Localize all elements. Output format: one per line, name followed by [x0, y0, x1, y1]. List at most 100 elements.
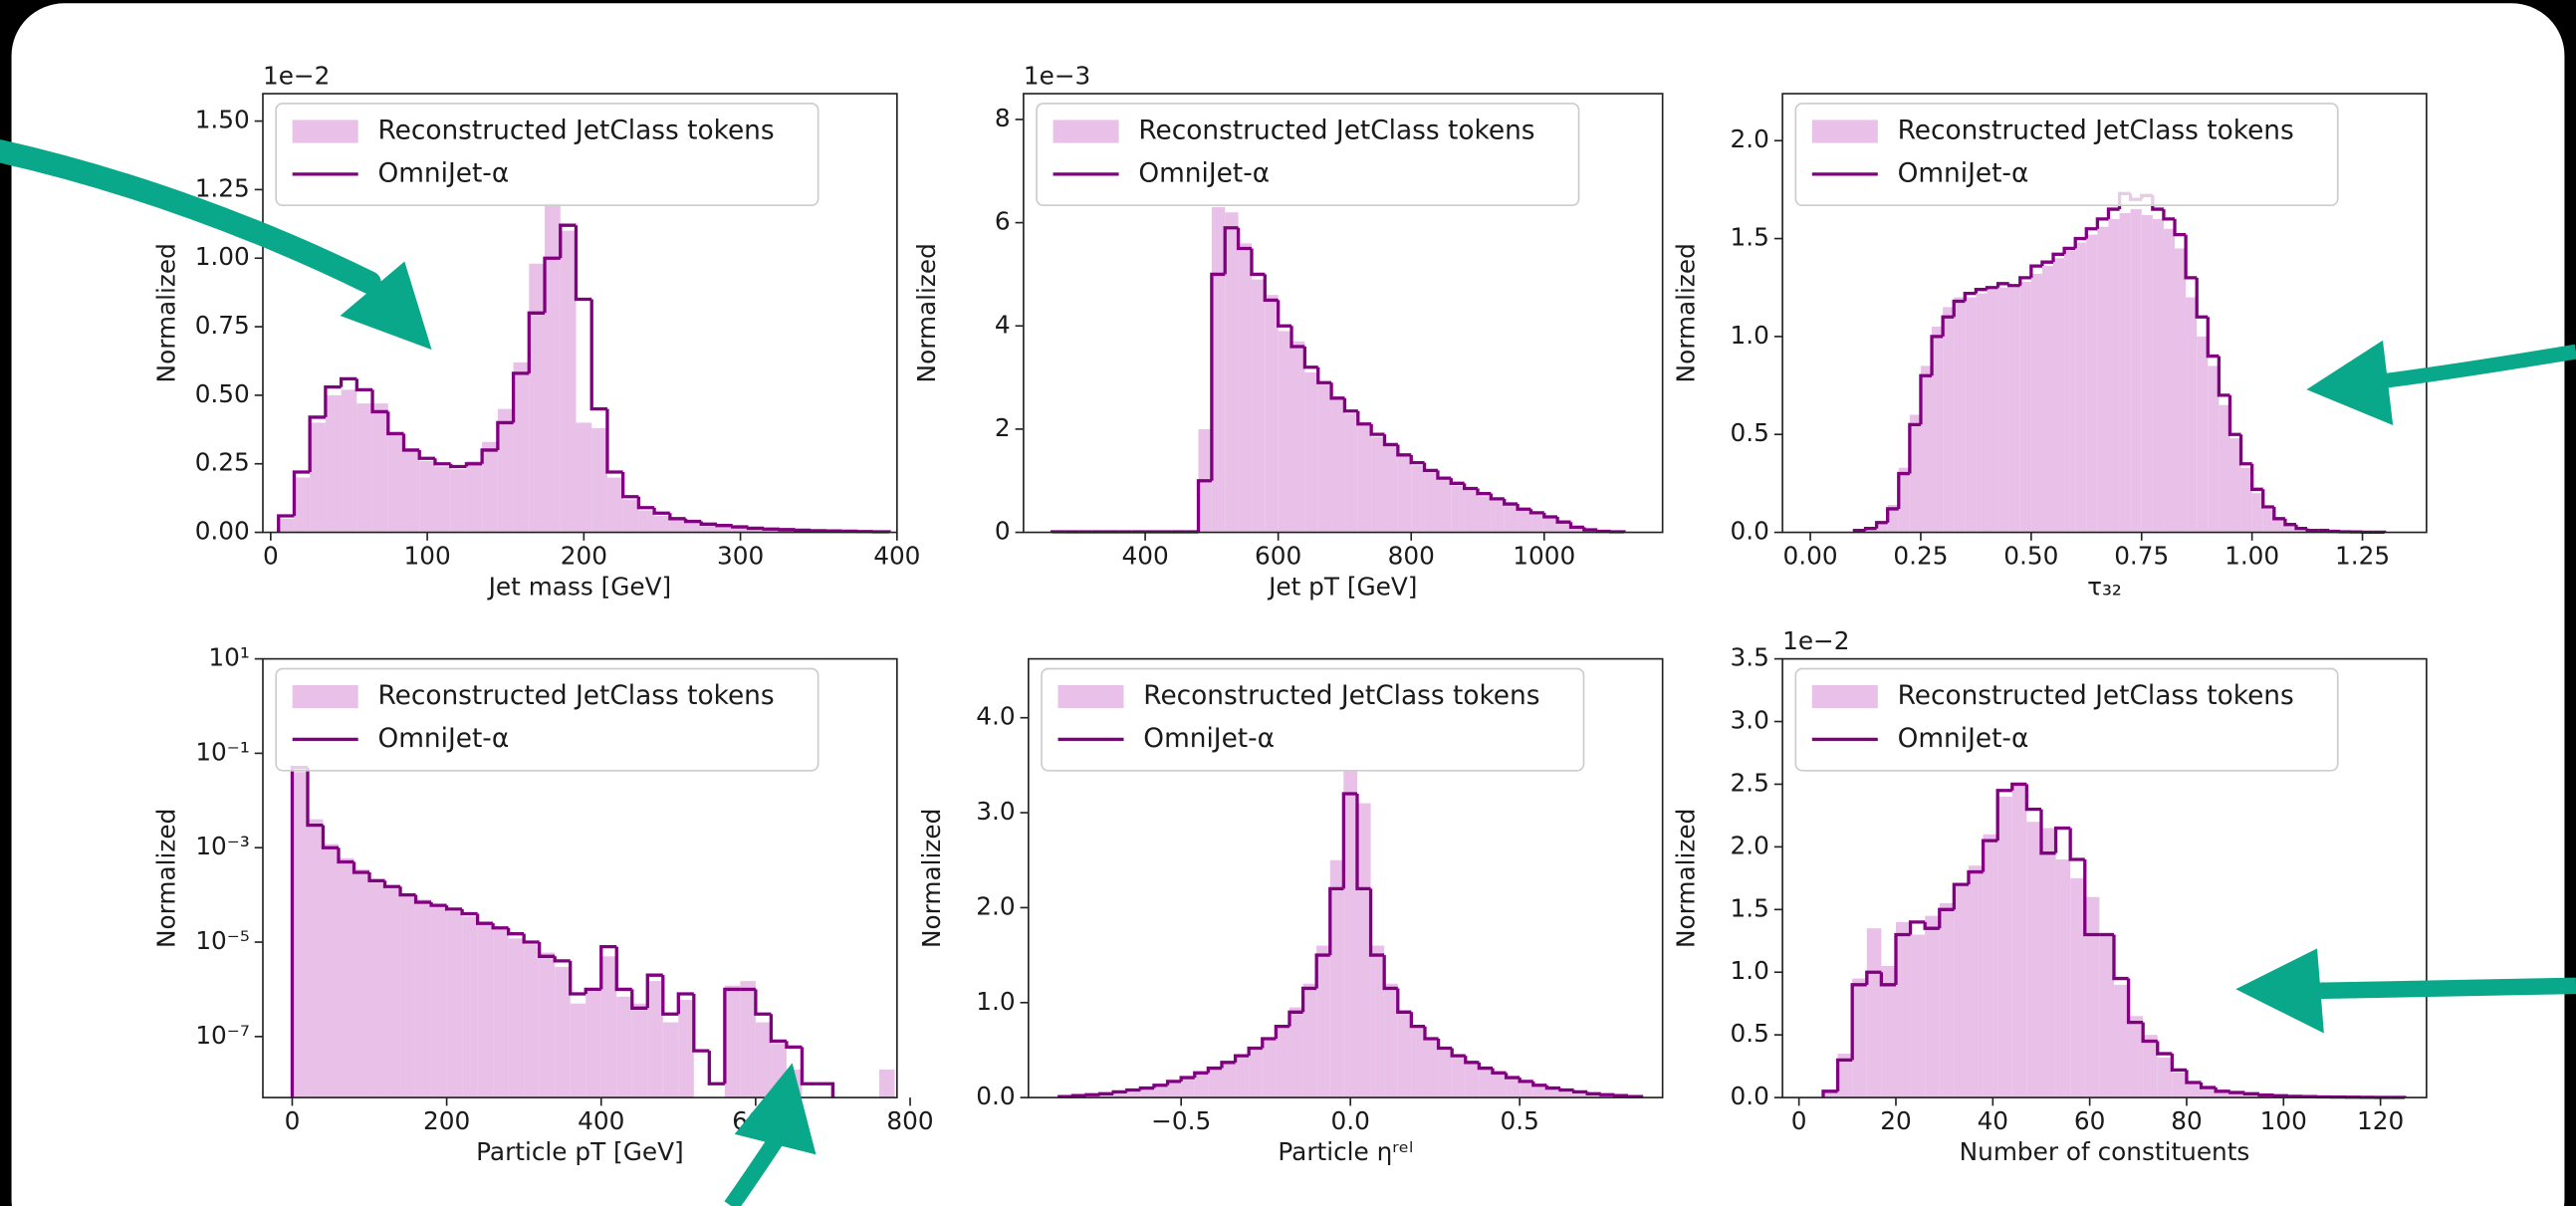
hist-bar [591, 427, 607, 533]
step-segment [1544, 1085, 1560, 1090]
step-segment [2271, 1093, 2289, 1097]
step-segment [1995, 282, 2009, 288]
step-segment [370, 389, 388, 414]
step-segment [429, 901, 447, 907]
step-segment [599, 944, 617, 990]
step-segment [1450, 1048, 1466, 1058]
y-axis-label: Normalized [151, 809, 180, 948]
step-segment [1897, 471, 1910, 509]
hist-bar [2113, 984, 2129, 1098]
step-segment [605, 408, 623, 474]
hist-bar [1225, 212, 1239, 533]
step-segment [2040, 260, 2054, 267]
x-tick-label: 100 [2260, 1106, 2307, 1135]
hist-bar [2041, 266, 2054, 533]
legend-label: Reconstructed JetClass tokens [377, 681, 774, 711]
y-tick-label: 1.50 [195, 106, 250, 134]
legend-label: OmniJet-α [1138, 158, 1270, 188]
step-segment [464, 462, 483, 467]
hist-bar [1557, 522, 1571, 533]
hist-bar [1543, 518, 1558, 533]
step-segment [1152, 1084, 1168, 1088]
chart-panel: 400 600 800 1000 0 2 4 6 8 Jet pT [GeV] Normalized… [912, 62, 1664, 602]
step-segment [1595, 529, 1611, 534]
step-segment [2195, 277, 2209, 319]
axes-frame [262, 657, 898, 1098]
step-segment [386, 411, 404, 436]
step-segment [1985, 286, 1998, 290]
axis-offset-label: 1e−2 [1782, 626, 1849, 655]
step-segment [2257, 1092, 2274, 1097]
step-segment [621, 471, 639, 499]
x-tick-label: 400 [1121, 541, 1168, 570]
step-segment [449, 463, 467, 469]
hist-bar [1167, 1081, 1182, 1098]
step-segment [1863, 526, 1877, 531]
hist-bar [356, 403, 373, 533]
step-segment [2261, 489, 2274, 509]
step-segment [1516, 504, 1531, 511]
hist-bar [1249, 1048, 1263, 1098]
hist-bar [2119, 213, 2131, 533]
step-segment [1436, 470, 1452, 480]
hist-bar [701, 524, 717, 533]
step-segment [367, 872, 385, 883]
step-segment [1382, 955, 1398, 991]
hist-bar [1504, 504, 1519, 533]
step-segment [715, 524, 733, 528]
hist-bar [631, 1003, 648, 1098]
step-segment [1491, 1068, 1507, 1075]
chart-panel: 0 100 200 300 400 0.00 0.25 0.50 0.75 1.00 1.25 1.5… [151, 62, 920, 602]
hist-bar [555, 966, 571, 1098]
step-segment [413, 894, 432, 904]
hist-bar [570, 1003, 586, 1098]
step-segment [1261, 1037, 1277, 1049]
x-tick-label: 0.75 [2114, 541, 2169, 570]
y-tick-label: 10¹ [208, 643, 249, 672]
hist-bar [513, 362, 530, 533]
step-segment [321, 825, 340, 849]
x-tick-label: 200 [423, 1106, 470, 1135]
hist-bar [1291, 341, 1305, 533]
step-segment [746, 526, 765, 531]
hist-bar [1126, 1089, 1141, 1098]
hist-bar [576, 422, 592, 533]
chart-panel: 0 20 40 60 80 100 120 0.0 0.5 1.0 1.5 2.0 2.5 3.0 3.5 N… [1671, 626, 2428, 1166]
x-tick-label: 0.0 [1331, 1106, 1370, 1135]
hist-bar [310, 422, 326, 533]
step-segment [1571, 1089, 1588, 1094]
step-segment [2073, 236, 2087, 249]
panels: 0 100 200 300 4000.000.250.500.751.001.251.5… [151, 62, 2428, 1166]
hist-bar [1343, 770, 1357, 1098]
hist-bar [1238, 243, 1252, 533]
hist-bar [2030, 273, 2042, 533]
step-segment [1277, 300, 1292, 328]
hist-bar [2197, 336, 2209, 533]
x-tick-label: 0.50 [2003, 541, 2058, 570]
y-tick-label: 2.0 [1731, 124, 1769, 153]
x-tick-label: −0.5 [1151, 1106, 1211, 1135]
hist-bar [387, 433, 404, 533]
y-tick-label: 10⁻⁵ [195, 926, 249, 955]
step-segment [2018, 276, 2031, 286]
step-segment [1302, 346, 1318, 369]
hist-bar [2086, 234, 2098, 533]
y-axis-label: Normalized [151, 243, 180, 382]
hist-bar [2053, 258, 2065, 533]
step-segment [2227, 394, 2241, 436]
hist-bar [1587, 1093, 1601, 1098]
hist-bar [462, 916, 478, 1098]
step-segment [731, 525, 749, 529]
hist-bar [1532, 1085, 1547, 1098]
hist-bar [2040, 828, 2056, 1098]
hist-bar [1968, 865, 1984, 1098]
hist-bar [1559, 1089, 1574, 1098]
step-segment [382, 880, 401, 888]
legend-label: OmniJet-α [1898, 724, 2029, 754]
hist-bar [307, 819, 324, 1098]
hist-bar [403, 449, 420, 533]
legend-label: Reconstructed JetClass tokens [1138, 116, 1534, 145]
hist-bar [2219, 404, 2230, 533]
hist-bar [654, 516, 670, 533]
y-tick-label: 0.00 [195, 517, 250, 546]
